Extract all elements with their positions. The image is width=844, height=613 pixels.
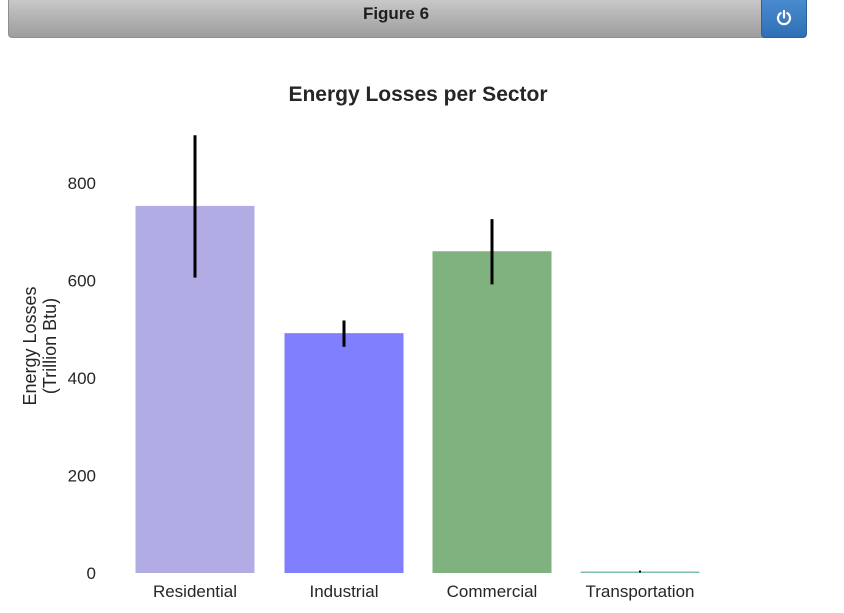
x-tick-label: Residential [153,582,237,601]
y-tick-label: 600 [68,272,96,291]
y-axis-label: Energy Losses (Trillion Btu) [20,286,60,405]
y-tick-label: 0 [87,564,96,583]
y-tick-label: 200 [68,467,96,486]
figure-title: Figure 6 [362,4,430,23]
bar-industrial [284,333,404,573]
y-tick-label: 400 [68,369,96,388]
y-axis-label-line-2: (Trillion Btu) [40,298,60,394]
y-tick-label: 800 [68,174,96,193]
bar-commercial [432,251,552,573]
chart-title: Energy Losses per Sector [288,83,547,106]
y-axis-label-line-1: Energy Losses [20,286,40,405]
plot-area: 0 200 400 600 800 Residential Industrial Commer… [68,135,700,601]
power-button[interactable] [761,0,807,38]
x-tick-label: Industrial [310,582,379,601]
x-tick-label: Transportation [586,582,695,601]
power-icon [776,9,792,26]
figure-title-bar: Figure 6 [8,0,806,38]
x-tick-label: Commercial [447,582,538,601]
